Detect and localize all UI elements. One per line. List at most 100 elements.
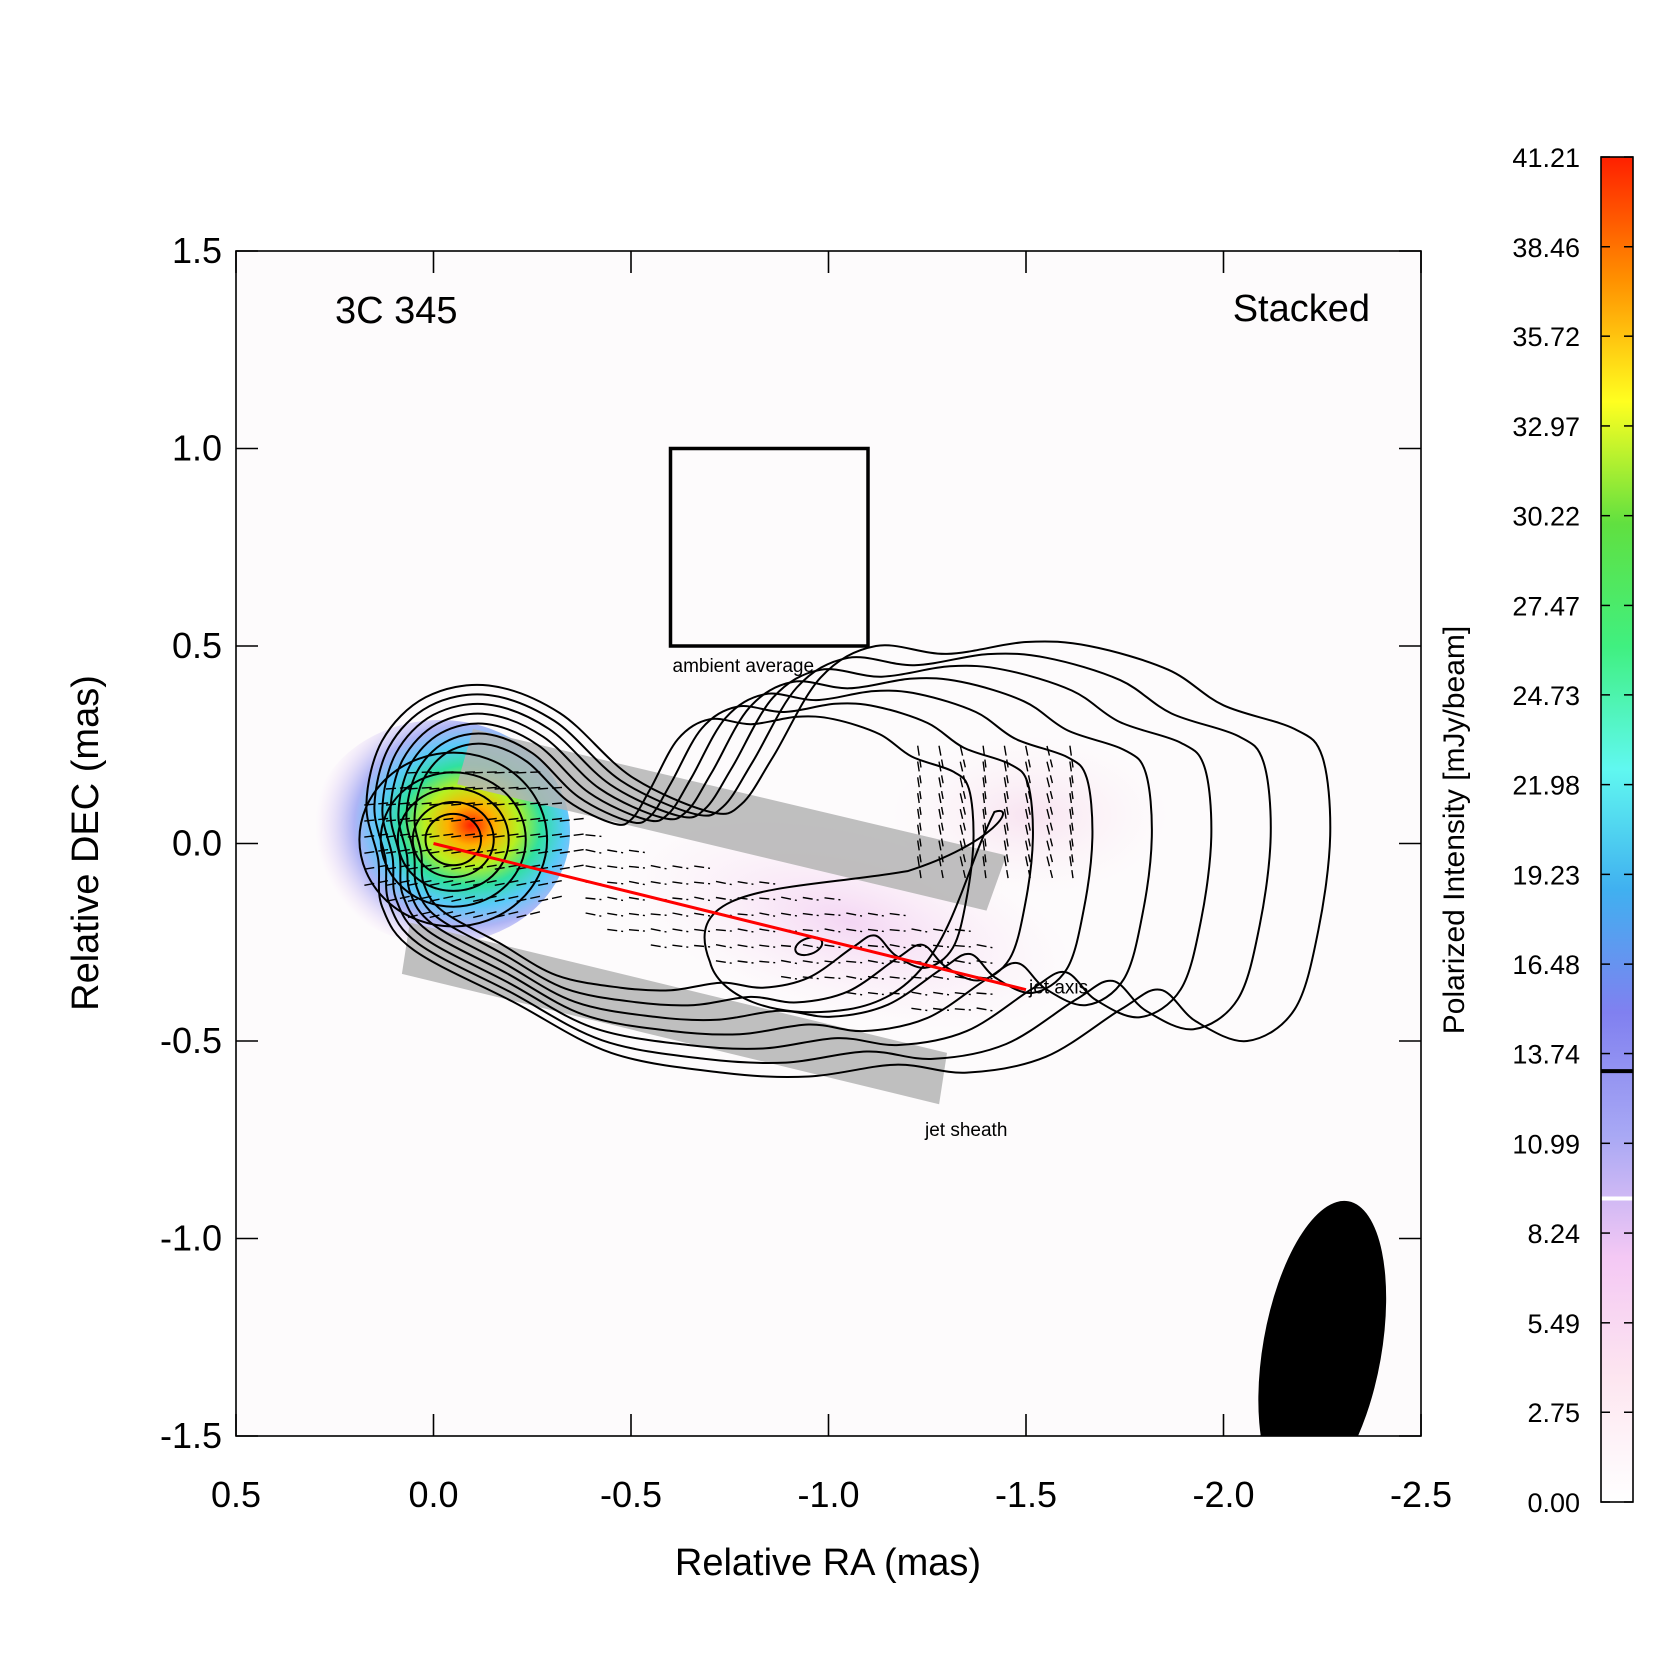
evpa-tick [824, 976, 841, 980]
evpa-tick [780, 944, 798, 948]
source-label: 3C 345 [335, 290, 458, 332]
evpa-tick [917, 745, 922, 768]
evpa-tick [759, 912, 776, 917]
evpa-tick [451, 833, 476, 838]
evpa-tick [867, 992, 884, 996]
evpa-tick [407, 833, 432, 838]
colorbar-tick-label: 13.74 [1512, 1040, 1580, 1070]
evpa-tick [954, 944, 971, 948]
evpa-tick [802, 944, 819, 949]
evpa-tick [959, 824, 966, 847]
jet-knot-contour [703, 809, 1005, 1014]
evpa-tick [628, 849, 645, 854]
evpa-tick [982, 840, 987, 863]
x-tick-label: -2.0 [1192, 1474, 1254, 1515]
evpa-tick [867, 912, 884, 917]
evpa-tick [1046, 856, 1054, 879]
y-axis-title: Relative DEC (mas) [65, 675, 107, 1011]
intensity-contour [413, 715, 975, 992]
evpa-tick [1025, 808, 1031, 831]
evpa-tick [472, 817, 497, 822]
evpa-tick [1046, 761, 1054, 784]
evpa-tick [938, 761, 944, 784]
evpa-tick [938, 793, 944, 815]
colorbar-tick-label: 30.22 [1512, 502, 1580, 532]
evpa-tick [1003, 856, 1009, 879]
evpa-tick [385, 833, 410, 838]
evpa-tick [1069, 824, 1074, 847]
colorbar-tick-label: 19.23 [1512, 860, 1580, 890]
evpa-tick [846, 912, 863, 917]
evpa-tick [715, 929, 732, 932]
evpa-tick [650, 881, 667, 885]
evpa-tick [867, 959, 884, 965]
evpa-tick [938, 808, 944, 831]
evpa-tick [650, 864, 667, 870]
evpa-tick [559, 864, 584, 870]
evpa-tick [672, 912, 689, 917]
evpa-tick [628, 880, 645, 886]
evpa-tick [538, 880, 562, 886]
evpa-tick [516, 786, 541, 790]
evpa-tick [824, 897, 841, 901]
x-tick-label: 0.0 [408, 1474, 458, 1515]
evpa-tick [954, 1008, 971, 1011]
evpa-tick [472, 771, 497, 774]
colorbar-tick-label: 38.46 [1512, 233, 1580, 263]
core-contour [411, 801, 495, 879]
evpa-tick [846, 928, 863, 933]
evpa-tick [559, 817, 584, 822]
intensity-contour [405, 702, 1034, 1007]
evpa-tick [938, 824, 944, 847]
evpa-tick [650, 913, 667, 916]
intensity-contour [381, 664, 1213, 1050]
evpa-tick [982, 745, 987, 768]
evpa-tick [917, 840, 922, 863]
evpa-tick [538, 848, 563, 854]
evpa-tick [982, 761, 987, 784]
evpa-tick [429, 833, 454, 838]
evpa-tick [867, 944, 884, 948]
evpa-tick [911, 1007, 928, 1012]
evpa-tick [759, 960, 776, 964]
colorbar-tick-label: 8.24 [1527, 1219, 1580, 1249]
evpa-tick [917, 792, 922, 816]
evpa-tick [516, 848, 541, 854]
evpa-tick [429, 895, 454, 902]
x-tick-label: -2.5 [1390, 1474, 1452, 1515]
evpa-tick [959, 793, 966, 815]
evpa-tick [538, 833, 562, 838]
evpa-tick [1003, 808, 1009, 831]
evpa-tick [516, 911, 541, 919]
evpa-tick [933, 1007, 950, 1011]
evpa-tick [1003, 840, 1009, 863]
evpa-tick [954, 992, 971, 996]
evpa-tick [933, 975, 950, 980]
evpa-tick [1003, 824, 1009, 847]
knot-contour-small [794, 936, 824, 957]
y-tick-label: 0.5 [172, 625, 222, 666]
evpa-tick [559, 848, 584, 854]
evpa-tick [672, 881, 689, 885]
colorbar-ticks: 41.21 38.46 35.72 32.97 30.22 27.47 24.73 21.98… [1512, 143, 1633, 1518]
colorbar-gradient [1601, 157, 1633, 1502]
evpa-tick [982, 793, 987, 815]
evpa-tick [759, 897, 776, 901]
evpa-tick [516, 833, 541, 838]
evpa-tick [911, 928, 928, 933]
evpa-tick [494, 848, 519, 854]
jet-sheath-region [457, 729, 1007, 911]
evpa-tick [982, 777, 987, 800]
evpa-tick [1069, 856, 1074, 879]
evpa-tick [976, 992, 993, 995]
evpa-tick [976, 1007, 993, 1012]
total-intensity-contours [358, 640, 1332, 1079]
evpa-tick [889, 929, 906, 932]
evpa-tick [938, 777, 944, 800]
evpa-tick [516, 864, 541, 870]
colorbar-tick-label: 41.21 [1512, 143, 1580, 173]
evpa-tick [516, 802, 541, 806]
evpa-tick [694, 944, 711, 948]
evpa-tick [1046, 824, 1054, 847]
